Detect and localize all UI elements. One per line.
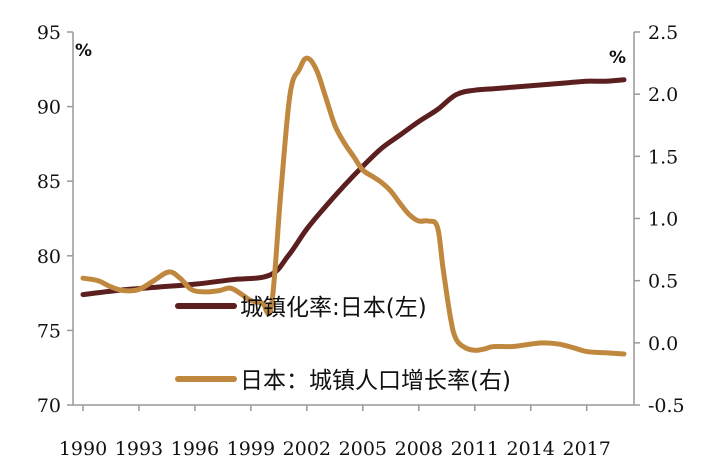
right-tick-label: 0.5 <box>648 271 678 293</box>
x-axis-ticks: 1990 1993 1996 1999 2002 2005 2008 2011 2014 2017 <box>59 405 611 460</box>
left-tick-label: 80 <box>37 246 61 268</box>
x-tick-label: 1996 <box>171 438 219 460</box>
right-axis-ticks: -0.5 0.0 0.5 1.0 1.5 2.0 2.5 <box>634 22 685 417</box>
left-tick-label: 75 <box>37 320 61 342</box>
right-tick-label: 1.0 <box>648 209 678 231</box>
x-tick-label: 1993 <box>115 438 163 460</box>
left-tick-label: 85 <box>37 171 61 193</box>
x-tick-label: 2002 <box>283 438 331 460</box>
left-tick-label: 70 <box>37 395 61 417</box>
left-axis: 70 75 80 85 90 95 % <box>37 22 92 417</box>
x-tick-label: 2005 <box>339 438 387 460</box>
left-tick-label: 95 <box>37 22 61 44</box>
legend: 城镇化率:日本(左) 日本：城镇人口增长率(右) <box>175 295 511 394</box>
series-layer <box>80 55 627 357</box>
right-tick-label: -0.5 <box>648 395 685 417</box>
x-tick-label: 2011 <box>451 438 499 460</box>
left-axis-unit: % <box>75 41 92 61</box>
x-axis: 1990 1993 1996 1999 2002 2005 2008 2011 2014 2017 <box>59 404 634 460</box>
right-tick-label: 2.0 <box>648 84 678 106</box>
series-line-urbanization-rate <box>80 77 627 298</box>
legend-label-urban-population-growth: 日本：城镇人口增长率(右) <box>240 368 511 394</box>
right-tick-label: 1.5 <box>648 146 678 168</box>
x-tick-label: 1999 <box>227 438 275 460</box>
left-tick-label: 90 <box>37 97 61 119</box>
legend-label-urbanization-rate: 城镇化率:日本(左) <box>240 295 427 321</box>
x-tick-label: 1990 <box>59 438 107 460</box>
x-tick-label: 2017 <box>563 438 611 460</box>
x-tick-label: 2014 <box>507 438 555 460</box>
right-tick-label: 0.0 <box>648 333 678 355</box>
right-axis: -0.5 0.0 0.5 1.0 1.5 2.0 2.5 % <box>609 22 685 417</box>
left-axis-ticks: 70 75 80 85 90 95 <box>37 22 73 417</box>
x-tick-label: 2008 <box>395 438 443 460</box>
right-tick-label: 2.5 <box>648 22 678 44</box>
series-line-urban-population-growth <box>80 55 627 357</box>
right-axis-unit: % <box>609 48 626 68</box>
